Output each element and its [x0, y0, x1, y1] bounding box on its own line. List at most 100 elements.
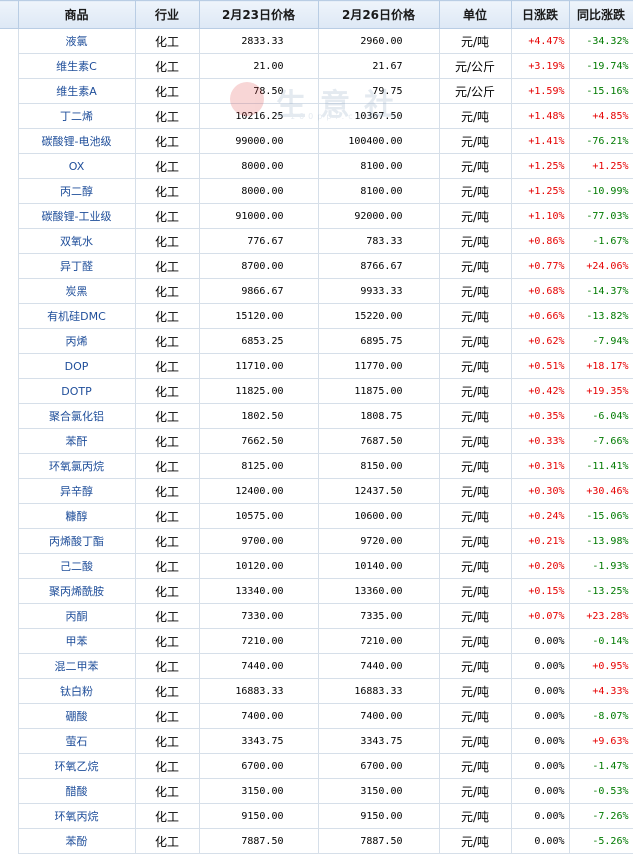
row-spacer [0, 103, 19, 129]
price-feb26-cell: 9933.33 [317, 278, 440, 304]
header-industry[interactable]: 行业 [134, 0, 200, 29]
price-feb26-cell: 8100.00 [317, 178, 440, 204]
table-row: 钛白粉 化工 16883.33 16883.33 元/吨 0.00% +4.33% [0, 678, 633, 704]
unit-cell: 元/公斤 [438, 53, 512, 79]
header-price-feb23[interactable]: 2月23日价格 [198, 0, 319, 29]
product-name-link[interactable]: 维生素A [17, 78, 136, 104]
row-spacer [0, 703, 19, 729]
product-name-link[interactable]: 有机硅DMC [17, 303, 136, 329]
product-name-link[interactable]: 炭黑 [17, 278, 136, 304]
yoy-change-cell: +19.35% [568, 378, 633, 404]
product-name-link[interactable]: 硼酸 [17, 703, 136, 729]
industry-cell: 化工 [134, 28, 200, 54]
yoy-change-cell: -1.93% [568, 553, 633, 579]
unit-cell: 元/吨 [438, 628, 512, 654]
table-row: 聚丙烯酰胺 化工 13340.00 13360.00 元/吨 +0.15% -13.25% [0, 578, 633, 604]
table-row: 丙烯酸丁酯 化工 9700.00 9720.00 元/吨 +0.21% -13.98% [0, 528, 633, 554]
product-name-link[interactable]: 己二酸 [17, 553, 136, 579]
header-spacer [0, 0, 19, 29]
price-feb26-cell: 8766.67 [317, 253, 440, 279]
product-name-link[interactable]: 钛白粉 [17, 678, 136, 704]
daily-change-cell: +3.19% [510, 53, 570, 79]
product-name-link[interactable]: 醋酸 [17, 778, 136, 804]
product-name-link[interactable]: 糠醇 [17, 503, 136, 529]
price-feb23-cell: 7330.00 [198, 603, 319, 629]
table-row: 萤石 化工 3343.75 3343.75 元/吨 0.00% +9.63% [0, 728, 633, 754]
product-name-link[interactable]: 双氧水 [17, 228, 136, 254]
product-name-link[interactable]: 聚合氯化铝 [17, 403, 136, 429]
row-spacer [0, 603, 19, 629]
yoy-change-cell: -1.67% [568, 228, 633, 254]
price-feb23-cell: 7887.50 [198, 828, 319, 854]
product-name-link[interactable]: OX [17, 153, 136, 179]
header-daily-change[interactable]: 日涨跌 [510, 0, 570, 29]
price-feb26-cell: 7687.50 [317, 428, 440, 454]
industry-cell: 化工 [134, 828, 200, 854]
yoy-change-cell: +0.95% [568, 653, 633, 679]
industry-cell: 化工 [134, 328, 200, 354]
product-name-link[interactable]: 苯酐 [17, 428, 136, 454]
product-name-link[interactable]: 丙烯 [17, 328, 136, 354]
daily-change-cell: +1.59% [510, 78, 570, 104]
product-name-link[interactable]: 异辛醇 [17, 478, 136, 504]
price-feb23-cell: 15120.00 [198, 303, 319, 329]
product-name-link[interactable]: 萤石 [17, 728, 136, 754]
table-row: 糠醇 化工 10575.00 10600.00 元/吨 +0.24% -15.06% [0, 503, 633, 529]
row-spacer [0, 553, 19, 579]
product-name-link[interactable]: 丙烯酸丁酯 [17, 528, 136, 554]
industry-cell: 化工 [134, 228, 200, 254]
price-feb26-cell: 12437.50 [317, 478, 440, 504]
product-name-link[interactable]: 混二甲苯 [17, 653, 136, 679]
product-name-link[interactable]: DOTP [17, 378, 136, 404]
row-spacer [0, 653, 19, 679]
product-name-link[interactable]: 维生素C [17, 53, 136, 79]
daily-change-cell: 0.00% [510, 703, 570, 729]
unit-cell: 元/吨 [438, 803, 512, 829]
product-name-link[interactable]: 甲苯 [17, 628, 136, 654]
price-feb23-cell: 91000.00 [198, 203, 319, 229]
unit-cell: 元/吨 [438, 378, 512, 404]
product-name-link[interactable]: DOP [17, 353, 136, 379]
daily-change-cell: +0.20% [510, 553, 570, 579]
product-name-link[interactable]: 丙二醇 [17, 178, 136, 204]
product-name-link[interactable]: 丙酮 [17, 603, 136, 629]
product-name-link[interactable]: 环氧氯丙烷 [17, 453, 136, 479]
price-feb23-cell: 78.50 [198, 78, 319, 104]
industry-cell: 化工 [134, 778, 200, 804]
unit-cell: 元/吨 [438, 28, 512, 54]
product-name-link[interactable]: 碳酸锂-工业级 [17, 203, 136, 229]
product-name-link[interactable]: 环氧乙烷 [17, 753, 136, 779]
unit-cell: 元/吨 [438, 653, 512, 679]
product-name-link[interactable]: 聚丙烯酰胺 [17, 578, 136, 604]
price-feb26-cell: 1808.75 [317, 403, 440, 429]
yoy-change-cell: -7.66% [568, 428, 633, 454]
header-unit[interactable]: 单位 [438, 0, 512, 29]
unit-cell: 元/吨 [438, 253, 512, 279]
daily-change-cell: +1.25% [510, 153, 570, 179]
product-name-link[interactable]: 丁二烯 [17, 103, 136, 129]
price-feb26-cell: 2960.00 [317, 28, 440, 54]
table-row: 维生素A 化工 78.50 79.75 元/公斤 +1.59% -15.16% [0, 78, 633, 104]
row-spacer [0, 28, 19, 54]
product-name-link[interactable]: 液氯 [17, 28, 136, 54]
yoy-change-cell: -14.37% [568, 278, 633, 304]
industry-cell: 化工 [134, 478, 200, 504]
product-name-link[interactable]: 异丁醛 [17, 253, 136, 279]
price-feb23-cell: 6700.00 [198, 753, 319, 779]
price-feb26-cell: 9150.00 [317, 803, 440, 829]
unit-cell: 元/吨 [438, 103, 512, 129]
product-name-link[interactable]: 环氧丙烷 [17, 803, 136, 829]
daily-change-cell: +1.41% [510, 128, 570, 154]
header-yoy-change[interactable]: 同比涨跌 [568, 0, 633, 29]
product-name-link[interactable]: 苯酚 [17, 828, 136, 854]
industry-cell: 化工 [134, 353, 200, 379]
price-feb23-cell: 11710.00 [198, 353, 319, 379]
yoy-change-cell: +4.85% [568, 103, 633, 129]
row-spacer [0, 828, 19, 854]
header-product[interactable]: 商品 [17, 0, 136, 29]
header-price-feb26[interactable]: 2月26日价格 [317, 0, 440, 29]
industry-cell: 化工 [134, 528, 200, 554]
product-name-link[interactable]: 碳酸锂-电池级 [17, 128, 136, 154]
yoy-change-cell: -13.25% [568, 578, 633, 604]
price-feb23-cell: 3150.00 [198, 778, 319, 804]
